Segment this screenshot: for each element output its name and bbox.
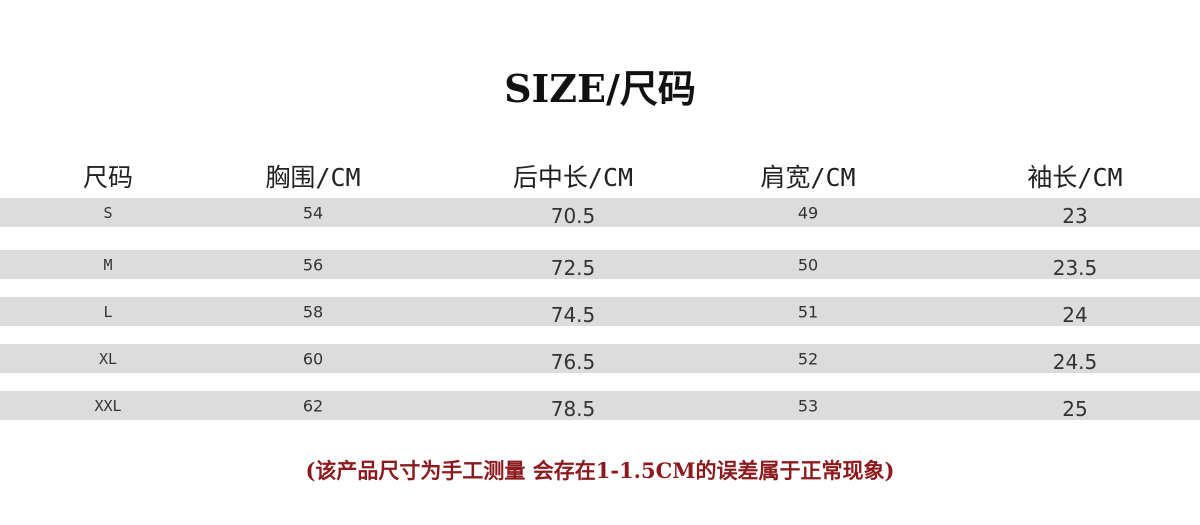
table-cell: 25	[1062, 397, 1088, 421]
table-cell: 74.5	[550, 303, 596, 327]
column-header: 袖长/CM	[1027, 163, 1123, 192]
table-cell: 24	[1062, 303, 1088, 327]
table-cell: XXL	[94, 397, 122, 415]
table-cell: 24.5	[1052, 350, 1098, 374]
table-cell: 58	[302, 302, 324, 322]
table-row	[0, 297, 1200, 326]
column-header: 胸围/CM	[265, 163, 361, 192]
table-cell: 23	[1062, 204, 1088, 228]
table-cell: 53	[797, 396, 819, 416]
table-cell: 50	[797, 255, 819, 275]
table-cell: 70.5	[550, 204, 596, 228]
table-cell: 52	[797, 349, 819, 369]
table-cell: XL	[98, 350, 118, 368]
measurement-note: (该产品尺寸为手工测量 会存在1-1.5CM的误差属于正常现象)	[305, 458, 895, 483]
table-cell: M	[103, 256, 113, 274]
table-cell: 62	[302, 396, 324, 416]
table-row	[0, 198, 1200, 227]
table-cell: 23.5	[1052, 256, 1098, 280]
table-cell: 76.5	[550, 350, 596, 374]
table-row	[0, 344, 1200, 373]
column-header: 尺码	[82, 163, 134, 192]
column-header: 肩宽/CM	[760, 163, 856, 192]
table-cell: L	[103, 303, 113, 321]
table-cell: 49	[797, 203, 819, 223]
table-cell: 78.5	[550, 397, 596, 421]
table-cell: 56	[302, 255, 324, 275]
page-title: SIZE/尺码	[504, 66, 696, 111]
table-row	[0, 250, 1200, 279]
table-row	[0, 391, 1200, 420]
column-header: 后中长/CM	[512, 163, 634, 192]
table-cell: 60	[302, 349, 324, 369]
table-cell: 72.5	[550, 256, 596, 280]
table-cell: 54	[302, 203, 324, 223]
table-cell: S	[103, 204, 113, 222]
table-cell: 51	[797, 302, 819, 322]
